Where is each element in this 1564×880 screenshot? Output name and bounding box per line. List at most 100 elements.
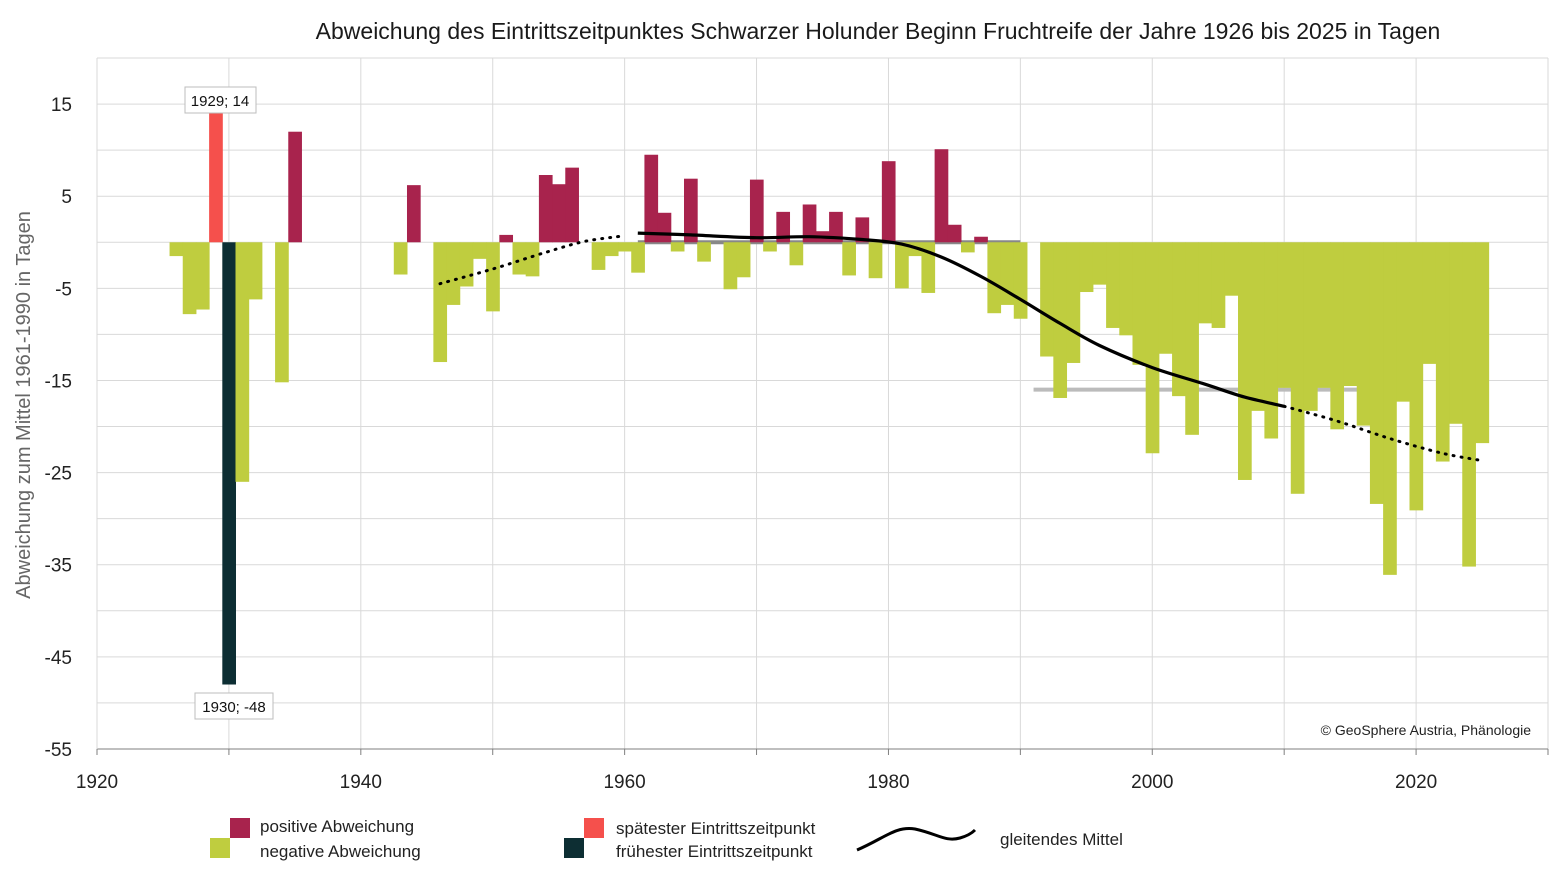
- moving-average: [438, 231, 1484, 463]
- chart-title: Abweichung des Eintrittszeitpunktes Schw…: [316, 18, 1441, 44]
- bar-positive-1980: [881, 161, 896, 243]
- y-tick-label: -55: [45, 740, 72, 761]
- bar-positive-1965: [684, 178, 698, 243]
- bar-negative-1988: [987, 242, 1002, 314]
- bar-negative-1981: [895, 242, 909, 289]
- x-tick-label: 1980: [867, 772, 909, 793]
- bar-positive-1978: [855, 217, 870, 243]
- bar-negative-2021: [1422, 242, 1437, 364]
- bar-earliest-1930: [222, 242, 236, 685]
- bar-negative-2008: [1251, 242, 1265, 411]
- legend-label-negative: negative Abweichung: [260, 842, 421, 861]
- moving-average-solid: [637, 231, 1285, 408]
- bar-negative-1964: [670, 242, 685, 252]
- bar-negative-1977: [842, 242, 856, 276]
- legend-label-positive: positive Abweichung: [260, 817, 414, 836]
- bar-negative-1926: [169, 242, 184, 257]
- bar-negative-2025: [1475, 242, 1490, 444]
- bar-negative-2019: [1396, 242, 1410, 402]
- legend-swatch-negative: [210, 838, 230, 858]
- y-tick-label: -5: [55, 279, 72, 300]
- bar-negative-2004: [1198, 242, 1213, 324]
- bar-negative-1932: [248, 242, 263, 300]
- bar-positive-1974: [802, 204, 817, 243]
- bar-negative-2002: [1172, 242, 1186, 397]
- bar-positive-1951: [499, 234, 514, 243]
- bar-negative-2009: [1264, 242, 1279, 439]
- legend-moving-average-line: [856, 827, 977, 852]
- y-tick-label: -45: [45, 648, 72, 669]
- earliest-annotation-box: [194, 692, 274, 720]
- y-axis-label: Abweichung zum Mittel 1961-1990 in Tagen: [13, 211, 35, 599]
- y-tick-label: -25: [45, 464, 72, 485]
- bar-negative-1949: [472, 242, 487, 259]
- bar-negative-2012: [1303, 242, 1318, 411]
- grid: [97, 57, 1549, 750]
- bar-negative-1973: [789, 242, 804, 266]
- bar-positive-1984: [934, 149, 949, 243]
- bar-positive-1956: [565, 167, 579, 243]
- legend-swatch-earliest: [564, 838, 584, 858]
- bar-negative-1943: [393, 242, 408, 275]
- bar-negative-2018: [1383, 242, 1397, 575]
- bar-negative-1952: [512, 242, 527, 275]
- legend-label-moving-average: gleitendes Mittel: [1000, 830, 1123, 849]
- bar-negative-1969: [736, 242, 751, 278]
- bar-negative-2006: [1224, 242, 1239, 296]
- bar-positive-1970: [749, 179, 764, 243]
- bar-positive-1962: [644, 154, 659, 243]
- bar-negative-1996: [1092, 242, 1107, 285]
- bar-negative-1927: [182, 242, 197, 315]
- bar-negative-1986: [961, 242, 975, 253]
- x-tick-label: 1920: [76, 772, 118, 793]
- bar-negative-1971: [763, 242, 777, 252]
- bar-negative-2015: [1343, 242, 1358, 386]
- bar-negative-1990: [1013, 242, 1028, 319]
- legend-label-earliest: frühester Eintrittszeitpunkt: [616, 842, 813, 861]
- bar-negative-2020: [1409, 242, 1424, 511]
- legend-swatch-latest: [584, 818, 604, 838]
- bar-negative-2000: [1145, 242, 1160, 454]
- credit: © GeoSphere Austria, Phänologie: [1321, 722, 1532, 738]
- bar-negative-1979: [868, 242, 883, 279]
- bar-negative-1928: [195, 242, 210, 310]
- bar-negative-1934: [275, 242, 289, 383]
- bar-negative-1953: [525, 242, 540, 277]
- bar-negative-1992: [1040, 242, 1054, 357]
- bar-negative-1946: [433, 242, 448, 363]
- bar-negative-2022: [1435, 242, 1450, 462]
- bar-negative-1958: [591, 242, 606, 270]
- bar-negative-1961: [631, 242, 645, 273]
- y-tick-label: 5: [61, 187, 72, 208]
- legend-label-latest: spätester Eintrittszeitpunkt: [616, 819, 816, 838]
- y-tick-label: 15: [51, 95, 72, 116]
- bar-negative-1995: [1079, 242, 1094, 293]
- x-tick-label: 2000: [1131, 772, 1173, 793]
- bar-positive-1935: [288, 131, 302, 243]
- bar-negative-1948: [459, 242, 474, 287]
- x-tick-label: 2020: [1395, 772, 1437, 793]
- bar-negative-1968: [723, 242, 738, 290]
- bar-positive-1985: [947, 224, 962, 243]
- y-tick-label: -15: [45, 371, 72, 392]
- bar-positive-1987: [974, 236, 988, 243]
- bar-negative-2016: [1356, 242, 1371, 426]
- x-tick-label: 1960: [603, 772, 645, 793]
- legend: positive Abweichung negative Abweichung …: [210, 817, 1123, 861]
- legend-swatch-positive: [230, 818, 250, 838]
- bar-positive-1976: [829, 211, 843, 243]
- bar-negative-2017: [1369, 242, 1384, 504]
- bar-negative-1931: [235, 242, 250, 482]
- bar-latest-1929: [209, 113, 223, 243]
- bar-negative-1993: [1053, 242, 1068, 398]
- bar-negative-1999: [1132, 242, 1147, 365]
- axes: [96, 58, 1549, 755]
- bar-negative-1960: [618, 242, 632, 252]
- bar-negative-2023: [1449, 242, 1463, 424]
- bar-positive-1955: [552, 184, 566, 243]
- bars: [169, 113, 1490, 685]
- bar-negative-1997: [1106, 242, 1120, 328]
- bar-negative-2001: [1158, 242, 1173, 354]
- bar-negative-2003: [1185, 242, 1199, 435]
